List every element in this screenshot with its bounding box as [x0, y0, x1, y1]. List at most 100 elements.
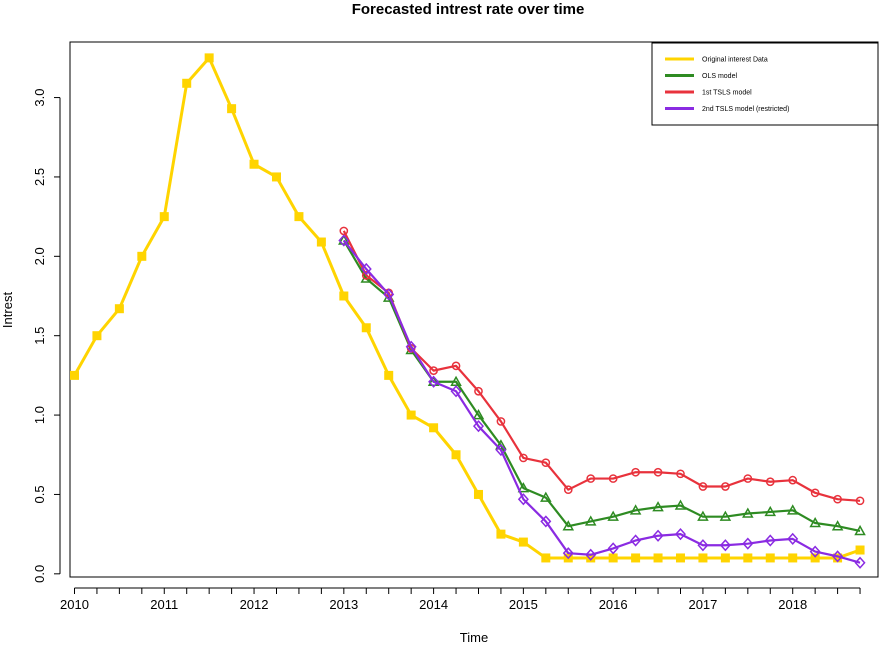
data-point	[764, 505, 777, 517]
data-point	[517, 493, 529, 506]
series-3	[338, 234, 866, 569]
data-point	[427, 375, 440, 386]
series-line	[73, 56, 861, 560]
legend-box	[651, 42, 879, 126]
data-point	[473, 489, 483, 499]
x-tick-label: 2015	[509, 597, 538, 612]
data-point	[743, 553, 753, 563]
data-point	[519, 453, 528, 463]
data-point	[674, 499, 687, 510]
data-point	[451, 361, 461, 371]
data-point	[294, 212, 304, 222]
x-tick-label: 2011	[150, 597, 178, 612]
legend-label: OLS model	[702, 73, 737, 80]
data-point	[271, 172, 281, 182]
chart-title: Forecasted intrest rate over time	[352, 1, 585, 18]
data-point	[339, 226, 349, 236]
data-point	[653, 467, 663, 477]
data-point	[719, 539, 731, 552]
data-point	[675, 553, 685, 563]
y-tick-label: 0.0	[32, 565, 47, 583]
data-point	[496, 529, 506, 539]
data-point	[721, 482, 730, 491]
data-point	[653, 553, 663, 563]
data-point	[631, 467, 640, 477]
x-tick-label: 2017	[688, 597, 717, 612]
data-point	[227, 104, 237, 114]
data-point	[316, 237, 326, 247]
data-point	[765, 477, 775, 487]
plot-area	[69, 41, 879, 578]
data-point	[698, 482, 708, 491]
data-point	[742, 507, 754, 518]
data-point	[608, 553, 618, 563]
x-tick-label: 2016	[599, 597, 628, 612]
data-point	[204, 53, 214, 63]
data-point	[562, 547, 574, 560]
x-tick-label: 2010	[60, 597, 89, 612]
data-point	[563, 485, 573, 495]
data-point	[676, 469, 685, 479]
data-point	[69, 370, 79, 380]
series-2	[339, 226, 865, 506]
data-point	[428, 375, 440, 388]
data-point	[518, 537, 528, 547]
data-point	[742, 537, 754, 550]
y-axis-label: Intrest	[0, 292, 15, 329]
series-layer	[69, 53, 866, 569]
data-point	[541, 458, 551, 468]
data-point	[451, 450, 461, 460]
data-point	[540, 491, 552, 502]
data-point	[631, 553, 641, 563]
data-point	[361, 271, 371, 280]
data-point	[541, 553, 551, 563]
data-point	[608, 474, 618, 483]
y-tick-label: 1.5	[32, 327, 47, 345]
data-point	[429, 423, 439, 433]
x-tick-label: 2014	[419, 597, 448, 612]
data-point	[405, 340, 417, 353]
data-point	[698, 553, 708, 563]
series-0	[69, 53, 865, 563]
x-tick-label: 2018	[778, 597, 807, 612]
legend-label: 1st TSLS model	[702, 90, 752, 97]
data-point	[833, 494, 842, 504]
data-point	[674, 528, 686, 541]
y-tick-label: 0.5	[32, 485, 47, 503]
x-axis: 2010 2011 2012 2013 2014 2015 2016 2017 2018	[60, 587, 861, 612]
data-point	[607, 510, 619, 521]
data-point	[472, 409, 485, 420]
data-point	[788, 553, 798, 563]
y-tick-label: 2.0	[32, 247, 47, 265]
data-point	[855, 545, 865, 555]
data-point	[831, 520, 844, 531]
data-point	[406, 410, 416, 420]
data-point	[854, 524, 866, 536]
y-tick-label: 1.0	[32, 406, 47, 424]
data-point	[540, 515, 552, 528]
x-axis-label: Time	[460, 630, 488, 645]
y-axis: 0.0 0.5 1.0 1.5 2.0 2.5 3.0	[32, 89, 61, 583]
data-point	[137, 251, 147, 261]
legend-label: 2nd TSLS model (restricted)	[702, 106, 789, 113]
data-point	[607, 542, 619, 555]
data-point	[496, 417, 506, 426]
data-point	[472, 420, 484, 433]
data-point	[652, 529, 664, 542]
data-point	[159, 212, 169, 222]
data-point	[339, 291, 349, 301]
data-point	[697, 539, 709, 552]
y-tick-label: 3.0	[32, 89, 47, 107]
data-point	[629, 504, 642, 515]
data-point	[786, 504, 799, 515]
data-point	[384, 370, 394, 380]
data-point	[429, 366, 438, 375]
data-point	[788, 475, 798, 485]
data-point	[697, 510, 709, 521]
data-point	[495, 443, 507, 457]
data-point	[114, 304, 124, 314]
y-tick-label: 2.5	[32, 168, 47, 186]
data-point	[517, 482, 530, 493]
data-point	[809, 516, 821, 528]
